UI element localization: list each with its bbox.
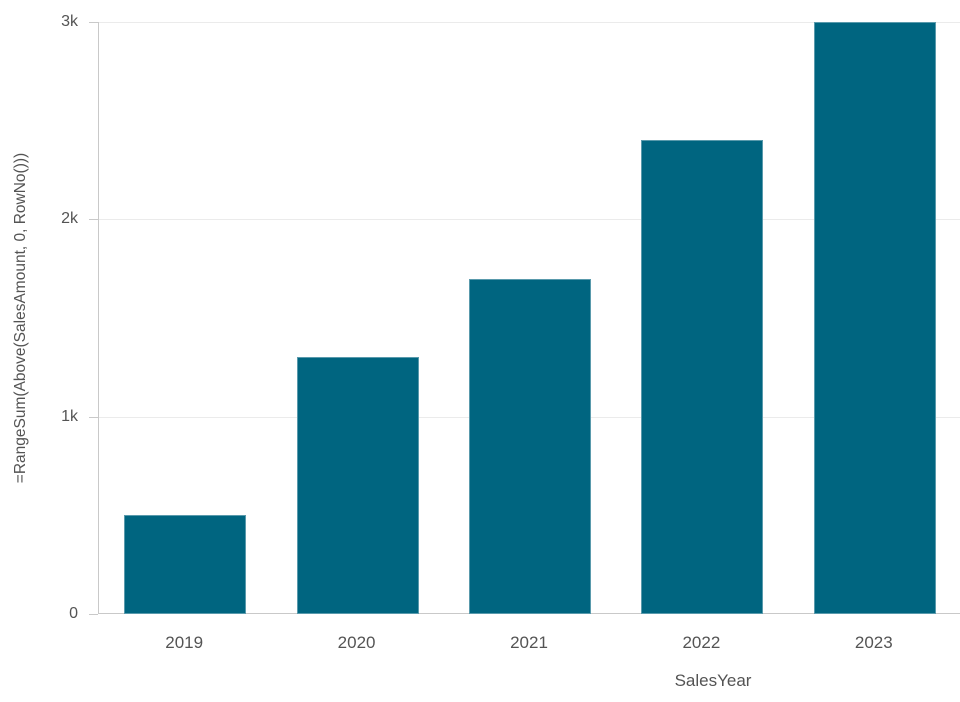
y-tick-mark [89,416,98,418]
bar-2023[interactable] [813,22,936,614]
y-tick-mark [89,614,98,615]
bar-2019[interactable] [124,515,247,614]
x-axis-title: SalesYear [674,671,752,690]
y-tick-mark [89,22,98,23]
bar-2022[interactable] [641,140,764,614]
gridline-2000 [99,219,960,221]
plot-area [98,22,960,614]
y-axis-title: =RangeSum(Above(SalesAmount, 0, RowNo())… [12,152,29,484]
y-tick-mark [89,219,98,221]
x-tick-label-2021[interactable]: 2021 [510,633,548,652]
x-tick-label-2020[interactable]: 2020 [337,633,376,652]
gridline-3000 [99,22,960,23]
bar-2021[interactable] [469,278,591,614]
y-tick-label: 0 [69,605,78,622]
y-tick-label: 1k [61,407,78,425]
x-tick-label-2019[interactable]: 2019 [165,633,204,652]
y-tick-label: 3k [61,13,78,30]
x-tick-label-2023[interactable]: 2023 [854,633,893,652]
y-tick-label: 2k [61,210,78,228]
x-tick-label-2022[interactable]: 2022 [682,633,721,652]
bar-2020[interactable] [296,357,419,614]
